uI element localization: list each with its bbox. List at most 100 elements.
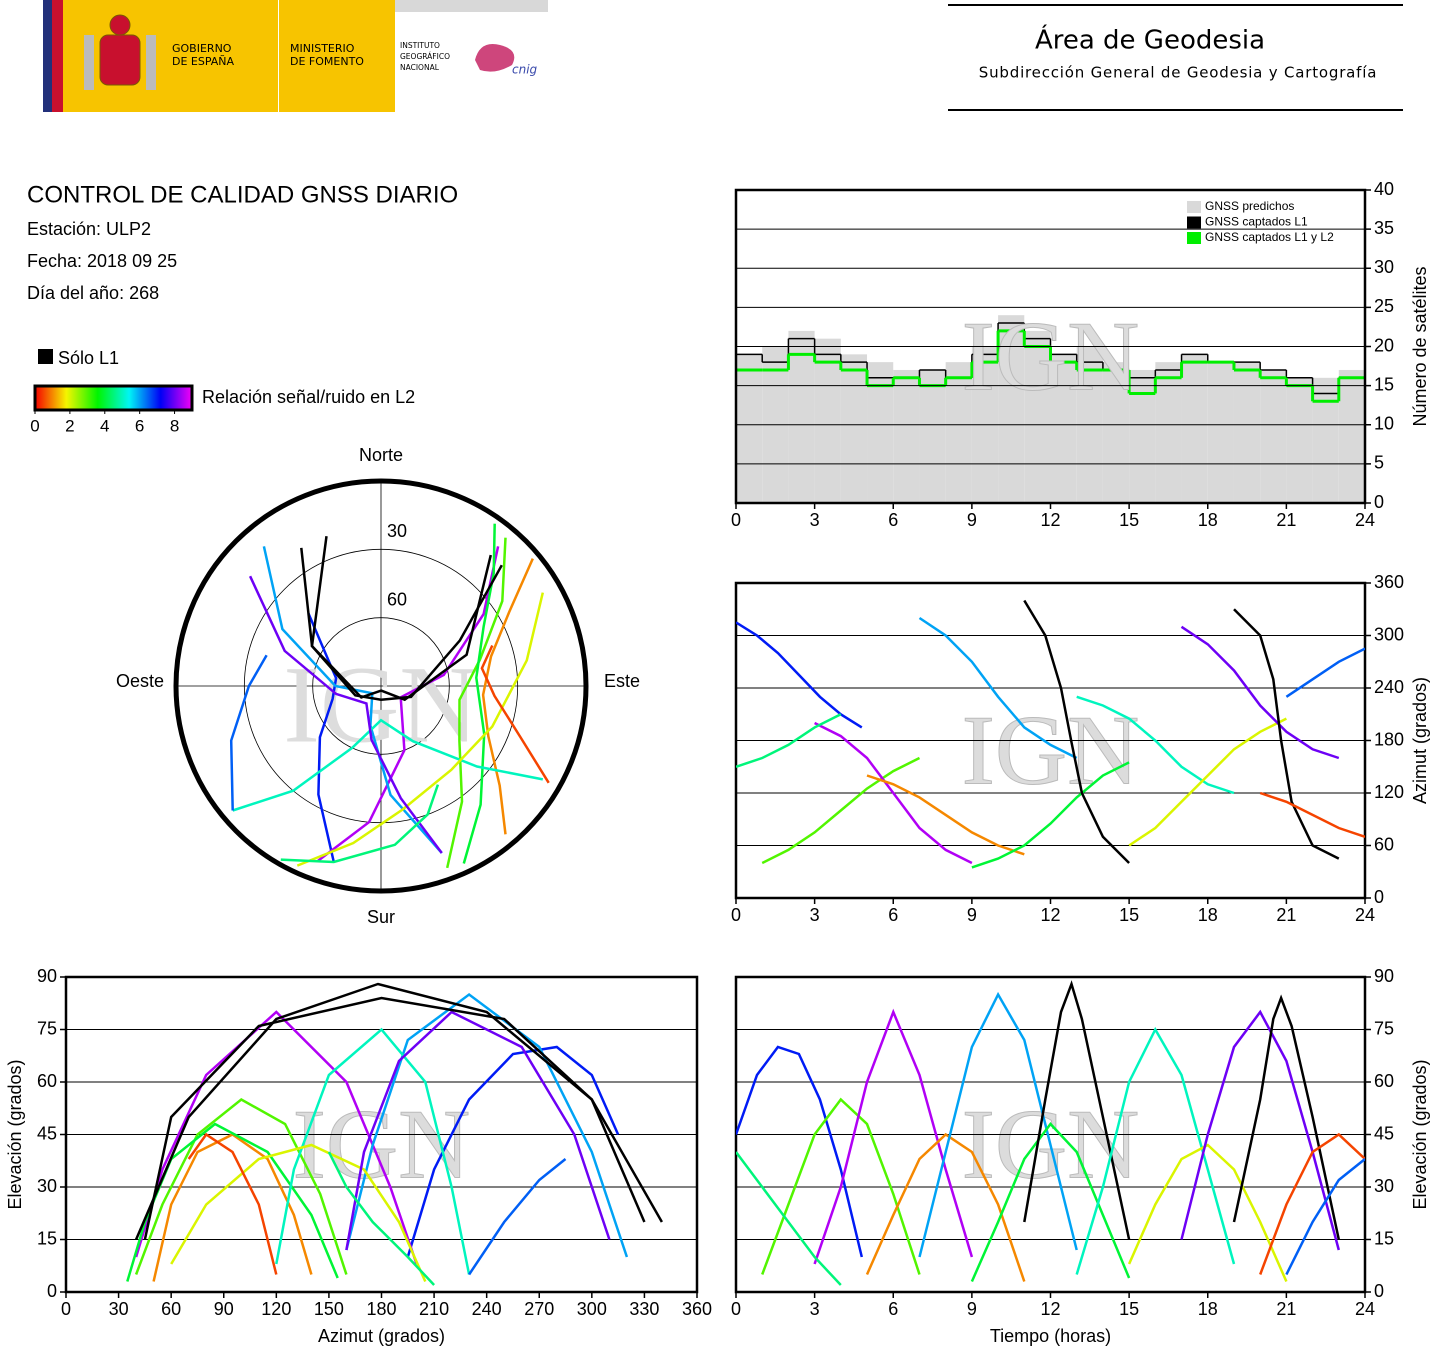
legend-label: GNSS captados L1 y L2: [1205, 230, 1334, 244]
x-tick-label: 3: [810, 510, 820, 530]
satellite-track: [187, 1132, 278, 1275]
l1-only-label: Sólo L1: [58, 348, 119, 368]
x-tick-label: 150: [314, 1299, 344, 1319]
snr-title: Relación señal/ruido en L2: [202, 387, 415, 407]
sky-track: [232, 718, 544, 812]
satellite-track: [1076, 695, 1235, 795]
predicted-bar: [788, 330, 815, 503]
institute-name: INSTITUTO: [400, 41, 440, 50]
sky-west: Oeste: [116, 671, 164, 691]
x-tick-label: 120: [261, 1299, 291, 1319]
sky-east: Este: [604, 671, 640, 691]
predicted-bar: [1312, 377, 1339, 503]
predicted-bar: [1233, 362, 1261, 503]
y-tick-label: 240: [1374, 677, 1404, 697]
x-tick-label: 300: [577, 1299, 607, 1319]
x-tick-label: 0: [731, 510, 741, 530]
predicted-bar: [1024, 330, 1051, 503]
satellite-track: [813, 1008, 974, 1265]
report-title: CONTROL DE CALIDAD GNSS DIARIO: [27, 181, 458, 208]
satellite-track: [1285, 647, 1365, 698]
satellite-track: [1023, 599, 1130, 864]
x-tick-label: 24: [1355, 510, 1375, 530]
x-tick-label: 21: [1276, 510, 1296, 530]
y-tick-label: 0: [1374, 887, 1384, 907]
y-tick-label: 90: [37, 966, 57, 986]
satellite-track: [1023, 980, 1131, 1240]
sky-track: [307, 613, 338, 863]
x-tick-label: 6: [888, 510, 898, 530]
satellite-track: [170, 1143, 427, 1283]
y-tick-label: 0: [1374, 492, 1384, 512]
x-tick-label: 6: [888, 905, 898, 925]
y-tick-label: 60: [1374, 834, 1394, 854]
snr-tick-label: 2: [65, 416, 74, 435]
x-tick-label: 3: [810, 1299, 820, 1319]
x-axis-label: Tiempo (horas): [990, 1326, 1111, 1346]
satellite-track: [814, 721, 973, 865]
report-doy: Día del año: 268: [27, 283, 159, 303]
sky-track: [480, 644, 550, 784]
x-tick-label: 18: [1198, 905, 1218, 925]
cnig-text: cnig: [512, 63, 538, 77]
x-tick-label: 30: [109, 1299, 129, 1319]
x-tick-label: 21: [1276, 905, 1296, 925]
satellite-track: [275, 1027, 471, 1275]
satellite-track: [345, 992, 629, 1258]
satellite-track: [468, 1158, 567, 1276]
ministry-name: MINISTERIO: [290, 42, 355, 55]
x-tick-label: 240: [472, 1299, 502, 1319]
satellite-track: [736, 1045, 864, 1258]
y-tick-label: 20: [1374, 335, 1394, 355]
x-tick-label: 330: [629, 1299, 659, 1319]
x-tick-label: 12: [1040, 1299, 1060, 1319]
legend-swatch: [1187, 216, 1201, 229]
sky-track: [296, 592, 545, 867]
y-tick-label: 0: [47, 1281, 57, 1301]
y-tick-label: 30: [1374, 257, 1394, 277]
y-tick-label: 90: [1374, 966, 1394, 986]
gov-name: DE ESPAÑA: [172, 55, 235, 68]
sky-track: [481, 558, 534, 835]
sky-track: [229, 654, 268, 811]
y-tick-label: 15: [37, 1228, 57, 1248]
y-tick-label: 75: [37, 1018, 57, 1038]
satellite-track: [865, 1132, 1026, 1282]
x-tick-label: 12: [1040, 905, 1060, 925]
y-tick-label: 15: [1374, 374, 1394, 394]
x-tick-label: 18: [1198, 510, 1218, 530]
satellite-track: [1075, 1026, 1236, 1275]
snr-colorbar: [33, 384, 194, 412]
y-tick-label: 30: [1374, 1176, 1394, 1196]
satellite-track: [1180, 625, 1340, 760]
y-tick-label: 300: [1374, 624, 1404, 644]
logo-red: [52, 0, 63, 112]
predicted-bar: [1207, 362, 1234, 503]
x-tick-label: 0: [731, 1299, 741, 1319]
satellite-track: [327, 1151, 436, 1286]
x-tick-label: 180: [366, 1299, 396, 1319]
y-tick-label: 45: [37, 1123, 57, 1143]
satellite-track: [918, 616, 1078, 760]
satellite-track: [143, 996, 646, 1240]
satellite-track: [971, 761, 1130, 869]
satellite-track: [970, 1122, 1131, 1283]
x-tick-label: 270: [524, 1299, 554, 1319]
satellite-track: [1259, 1132, 1365, 1275]
sky-track: [300, 547, 503, 701]
plot-frame: [734, 188, 1367, 505]
ministry-name: DE FOMENTO: [290, 55, 364, 68]
predicted-bar: [1050, 354, 1077, 503]
x-tick-label: 15: [1119, 905, 1139, 925]
gov-name: GOBIERNO: [172, 42, 232, 55]
predicted-bar: [1155, 362, 1182, 503]
header-subtitle: Subdirección General de Geodesia y Carto…: [979, 64, 1377, 82]
report-station: Estación: ULP2: [27, 219, 151, 239]
x-tick-label: 24: [1355, 905, 1375, 925]
plot-frame: [64, 975, 699, 1294]
satellite-track: [736, 1151, 842, 1286]
y-tick-label: 10: [1374, 414, 1394, 434]
y-tick-label: 75: [1374, 1018, 1394, 1038]
x-tick-label: 21: [1276, 1299, 1296, 1319]
